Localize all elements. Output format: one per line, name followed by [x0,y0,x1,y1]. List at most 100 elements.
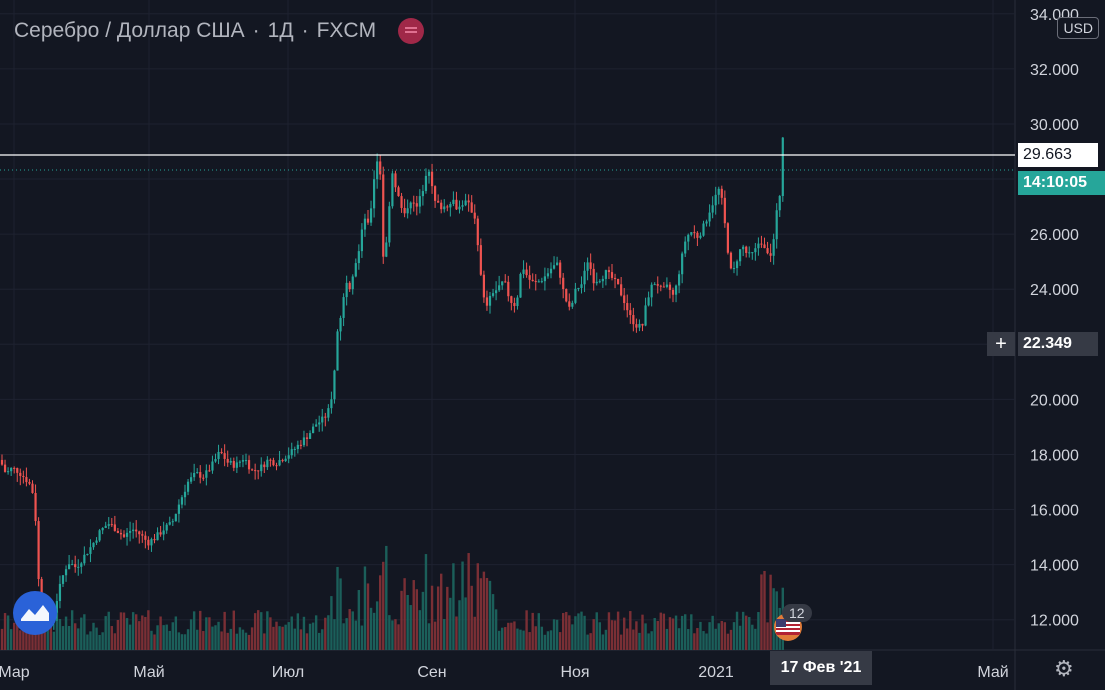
candle-body [702,223,705,236]
volume-bar [479,578,483,650]
candle-body [623,295,626,304]
candle-body [64,569,68,576]
candle-body [132,529,135,532]
candle-body [205,470,208,478]
volume-bar [67,626,71,650]
candle-body [376,161,379,180]
candle-body [254,470,257,472]
candle-body [382,174,385,257]
add-plus-icon[interactable]: + [987,332,1015,356]
volume-bar [470,585,473,650]
volume-bar [52,631,56,650]
candle-body [138,531,141,535]
exchange-label[interactable]: FXCM [316,19,377,42]
candle-body [147,539,150,546]
volume-bar [388,615,391,650]
currency-selector[interactable]: USD [1057,17,1099,39]
volume-bar [345,618,348,650]
volume-bar [467,553,470,650]
volume-bar [211,626,214,650]
tradingview-logo-icon[interactable] [13,591,57,635]
candle-body [571,302,574,307]
price-tick-label: 30.000 [1030,117,1079,134]
candle-body [763,244,766,249]
volume-bar [650,631,653,650]
candle-body [671,289,675,295]
candle-body [342,297,345,318]
candle-body [125,532,129,537]
volume-bar [311,622,315,650]
candle-body [711,205,714,213]
candle-body [495,290,498,294]
candle-body [668,284,672,290]
candle-body [583,270,586,285]
settings-gear-icon[interactable]: ⚙ [1054,656,1074,681]
candle-body [214,459,217,462]
volume-bar [598,622,601,650]
volume-bar [494,609,498,650]
candle-body [162,530,165,535]
volume-bar [452,563,455,650]
chart-title[interactable]: Серебро / Доллар США · 1Д · FXCM [14,18,425,44]
volume-bar [324,617,327,650]
candle-body [739,249,742,262]
volume-bar [501,627,504,650]
volume-bar [229,628,232,650]
volume-bar [482,571,486,650]
price-tick-label: 32.000 [1030,62,1079,79]
candle-body [504,281,507,283]
volume-bar [92,622,95,650]
volume-bar [266,611,269,650]
volume-bar [406,594,409,650]
candle-body [171,521,174,523]
volume-bar [726,633,730,650]
candle-body [22,475,25,478]
volume-bar [513,621,516,650]
volume-bar [574,616,577,650]
volume-bar [458,600,461,650]
candle-body [732,268,736,270]
volume-bar [528,632,531,650]
volume-bars [0,545,784,650]
time-tick-label: Ноя [560,664,589,681]
candle-body [278,460,281,466]
candle-body [778,196,781,211]
candle-body [546,273,550,277]
volume-bar [74,623,77,650]
volume-bar [232,610,235,650]
volume-bar [583,615,586,650]
volume-bar [714,628,717,650]
candle-body [312,426,315,434]
candle-body [144,535,147,540]
candle-body [613,277,617,279]
volume-bar [497,630,501,650]
candle-body [409,202,412,209]
candle-body [220,451,223,454]
candle-body [290,449,293,456]
volume-bar [443,619,446,650]
volume-bar [241,629,245,650]
candle-body [589,262,592,269]
candle-body [467,200,470,203]
price-tick-label: 20.000 [1030,392,1079,409]
volume-bar [260,612,263,650]
volume-bar [424,554,428,650]
volume-bar [333,619,336,650]
symbol-name[interactable]: Серебро / Доллар США [14,19,245,42]
candle-body [629,310,632,316]
candle-body [354,263,357,277]
candle-body [165,524,168,531]
volume-bar [272,626,275,650]
candle-body [269,459,272,461]
volume-bar [223,611,226,650]
volume-bar [403,578,406,650]
events-count-badge[interactable]: 12 [782,604,812,622]
candle-body [626,303,629,311]
candle-body [552,265,556,269]
candle-body [662,286,665,288]
interval-label[interactable]: 1Д [267,19,294,42]
candle-body [183,491,187,498]
volume-bar [83,614,86,650]
volume-bar [629,611,632,650]
